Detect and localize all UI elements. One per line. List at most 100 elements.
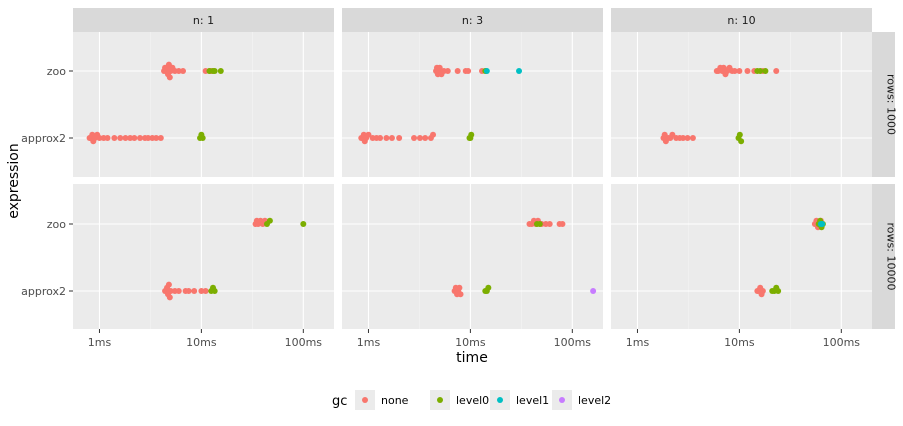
point-approx2-level0 [199,135,206,141]
point-approx2-none [96,135,103,141]
point-zoo-none [444,68,451,74]
point-zoo-none [736,68,743,74]
point-approx2-none [157,135,164,141]
facet-strip-r10000 [872,184,895,329]
facet-strip-n1 [73,8,334,32]
panel-background [73,32,334,177]
point-approx2-none [122,135,129,141]
point-zoo-none [179,68,186,74]
point-approx2-none [137,135,144,141]
x-tick-label: 10ms [186,336,217,349]
point-zoo-level1 [516,68,523,74]
point-zoo-level0 [536,221,543,227]
x-tick-label: 1ms [357,336,381,349]
legend-label-none: none [381,394,409,407]
x-tick-label: 100ms [554,336,592,349]
point-zoo-none [773,68,780,74]
x-tick-label: 100ms [285,336,323,349]
y-tick-label: zoo [47,65,67,78]
y-tick-label: approx2 [21,132,66,145]
facet-strip-n3 [342,8,603,32]
axes: approx2 zoo approx2 zoo 1ms 10ms 100ms 1ms 10ms 1… [21,65,860,349]
point-zoo-level0 [762,68,769,74]
facet-label-n3: n: 3 [462,14,483,27]
point-approx2-none [456,284,463,291]
legend-swatch-level0 [437,397,443,403]
point-zoo-none [436,64,443,71]
facet-label-r1000: rows: 1000 [885,74,898,135]
x-tick-label: 1ms [626,336,650,349]
point-zoo-none [166,74,173,81]
point-approx2-none [127,135,134,141]
legend-label-level1: level1 [516,394,549,407]
x-tick-label: 10ms [455,336,486,349]
point-approx2-none [680,135,687,141]
panel-background [342,32,603,177]
point-zoo-level0 [211,68,218,74]
panel-background [342,184,603,329]
x-tick-label: 100ms [823,336,861,349]
point-approx2-none [117,135,124,141]
legend-swatch-none [362,397,368,403]
point-zoo-none [454,68,461,74]
point-zoo-level1 [483,68,490,74]
legend: gc none level0 level1 level2 [332,390,611,410]
chart-panels [73,32,872,329]
y-axis-title: expression [6,143,22,219]
legend-title: gc [332,394,347,409]
point-zoo-none [744,68,751,74]
point-approx2-none [131,135,138,141]
point-approx2-none [457,291,464,298]
point-approx2-none [145,135,152,141]
point-zoo-level0 [266,217,273,224]
point-approx2-none [430,131,437,138]
data-points [86,61,826,301]
point-zoo-level0 [757,68,764,74]
point-approx2-level0 [738,138,745,145]
point-approx2-none [198,288,205,294]
point-approx2-none [416,135,423,141]
point-approx2-none [191,288,198,294]
point-approx2-none [166,294,173,301]
legend-label-level2: level2 [578,394,611,407]
facet-label-n10: n: 10 [727,14,755,27]
point-approx2-none [396,135,403,141]
point-approx2-none [111,135,118,141]
point-approx2-none [383,135,390,141]
point-approx2-none [104,135,111,141]
point-approx2-none [689,135,696,141]
point-zoo-level0 [300,221,307,227]
point-zoo-none [546,221,553,227]
point-approx2-none [165,281,172,288]
point-zoo-none [559,221,566,227]
point-approx2-level0 [468,131,475,138]
point-approx2-level2 [590,288,597,294]
panel-background [611,184,872,329]
point-approx2-level0 [775,288,782,294]
point-approx2-none [153,135,160,141]
point-zoo-level1 [819,221,826,227]
point-approx2-none [365,131,372,138]
point-approx2-none [377,135,384,141]
y-tick-label: zoo [47,218,67,231]
panel-background [611,32,872,177]
point-approx2-none [422,135,429,141]
y-tick-label: approx2 [21,285,66,298]
point-zoo-none [465,68,472,74]
point-approx2-none [167,288,174,294]
point-approx2-none [202,288,209,294]
legend-label-level0: level0 [456,394,489,407]
legend-swatch-level2 [559,397,565,403]
panel-background [73,184,334,329]
facet-strips: n: 1 n: 3 n: 10 rows: 1000 rows: 10000 [73,8,898,329]
point-approx2-none [388,135,395,141]
facet-label-n1: n: 1 [193,14,214,27]
point-approx2-none [759,288,766,294]
x-axis-title: time [456,350,488,366]
point-approx2-none [684,135,691,141]
point-approx2-none [175,288,182,294]
point-approx2-level0 [736,131,743,138]
point-approx2-level0 [485,284,492,291]
facet-strip-r1000 [872,32,895,177]
x-tick-label: 1ms [88,336,112,349]
